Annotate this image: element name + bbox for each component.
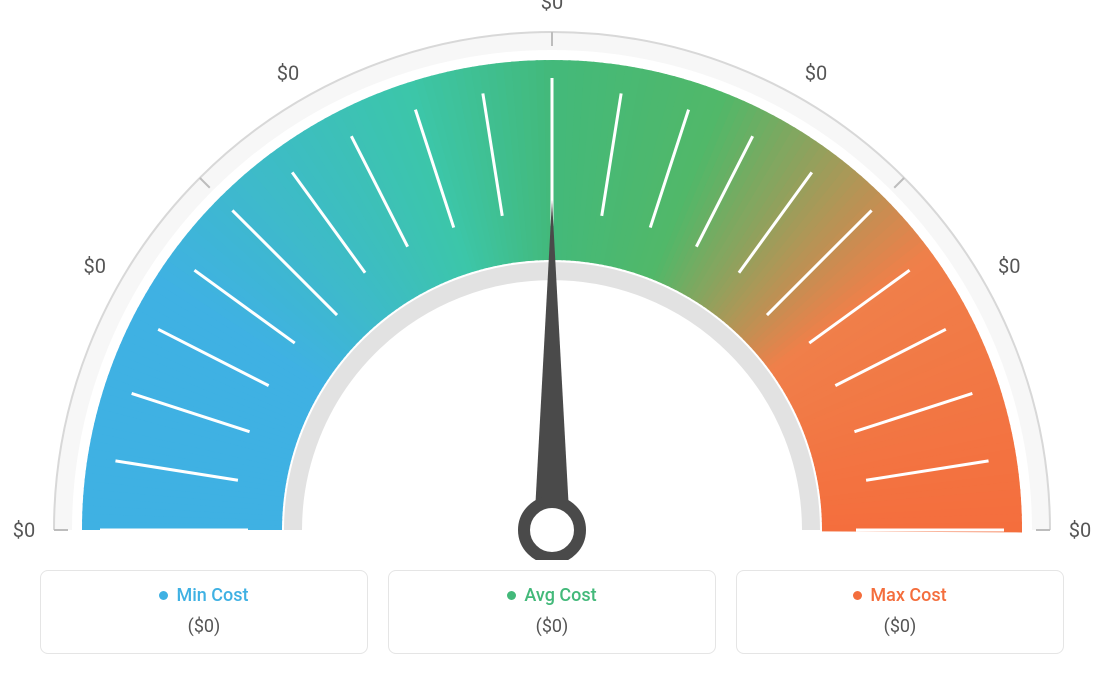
scale-label: $0	[805, 61, 827, 85]
legend-card-avg: Avg Cost ($0)	[388, 570, 716, 654]
legend-row: Min Cost ($0) Avg Cost ($0) Max Cost ($0…	[40, 570, 1064, 654]
scale-label: $0	[1069, 518, 1091, 542]
dot-icon	[507, 591, 516, 600]
legend-value-avg: ($0)	[389, 616, 715, 637]
dot-icon	[159, 591, 168, 600]
legend-card-max: Max Cost ($0)	[736, 570, 1064, 654]
legend-value-max: ($0)	[737, 616, 1063, 637]
scale-label: $0	[541, 0, 563, 14]
legend-label-max: Max Cost	[853, 585, 946, 606]
scale-label: $0	[277, 61, 299, 85]
gauge-svg	[0, 0, 1104, 560]
legend-label-min: Min Cost	[159, 585, 248, 606]
scale-label: $0	[83, 254, 105, 278]
legend-label-avg: Avg Cost	[507, 585, 596, 606]
scale-label: $0	[998, 254, 1020, 278]
legend-card-min: Min Cost ($0)	[40, 570, 368, 654]
legend-text-min: Min Cost	[176, 585, 248, 606]
gauge-chart: $0 $0 $0 $0 $0 $0 $0	[0, 0, 1104, 560]
dot-icon	[853, 591, 862, 600]
scale-label: $0	[13, 518, 35, 542]
legend-text-avg: Avg Cost	[524, 585, 596, 606]
legend-value-min: ($0)	[41, 616, 367, 637]
legend-text-max: Max Cost	[870, 585, 946, 606]
